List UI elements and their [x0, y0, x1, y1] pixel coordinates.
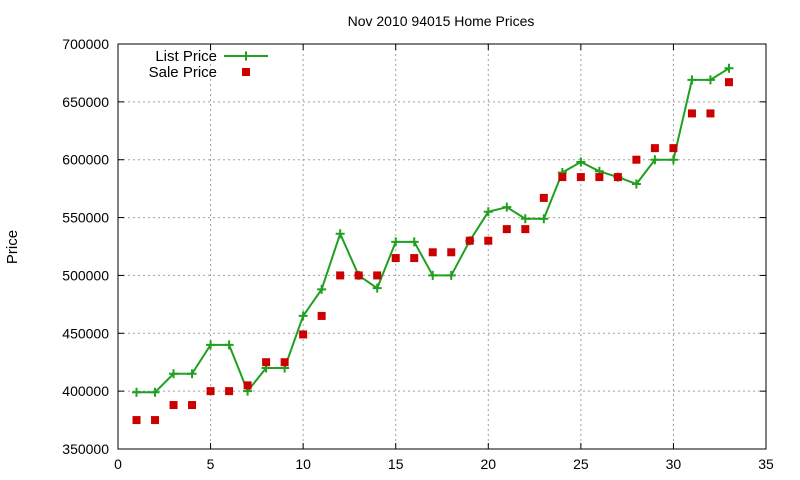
series-sale-price [132, 78, 733, 425]
sale-price-point [484, 236, 493, 245]
sale-price-point [447, 248, 456, 257]
list-price-point [502, 202, 512, 212]
sale-price-point [410, 254, 419, 263]
sale-price-point [465, 236, 474, 245]
y-tick-label: 700000 [62, 36, 109, 52]
sale-price-point [206, 387, 215, 396]
list-price-point [335, 229, 345, 239]
sale-price-point [391, 254, 400, 263]
grid-lines [118, 44, 766, 449]
list-price-point [446, 270, 456, 280]
list-price-point [317, 284, 327, 294]
list-price-point [372, 283, 382, 293]
sale-price-point [317, 311, 326, 320]
list-price-point [650, 155, 660, 165]
sale-price-point [169, 401, 178, 410]
y-axis-title: Price [4, 230, 21, 264]
y-tick-label: 600000 [62, 152, 109, 168]
list-price-point [483, 207, 493, 217]
list-price-point [206, 340, 216, 350]
list-price-point [520, 214, 530, 224]
x-tick-label: 15 [388, 456, 404, 472]
sale-price-point [724, 78, 733, 87]
sale-price-point [595, 173, 604, 182]
sale-price-point [613, 173, 622, 182]
chart-title: Nov 2010 94015 Home Prices [348, 13, 535, 29]
x-tick-label: 0 [114, 456, 122, 472]
legend-label: List Price [155, 48, 217, 65]
y-tick-label: 500000 [62, 267, 109, 283]
sale-price-point [576, 173, 585, 182]
x-tick-label: 30 [666, 456, 682, 472]
list-price-line [136, 67, 730, 394]
legend-swatch-marker [242, 68, 250, 76]
sale-price-point [650, 144, 659, 153]
y-tick-label: 400000 [62, 383, 109, 399]
sale-price-point [243, 381, 252, 390]
list-price-point [409, 237, 419, 247]
sale-price-point [706, 109, 715, 118]
series-layer [132, 63, 734, 425]
sale-price-point [669, 144, 678, 153]
list-price-point [187, 369, 197, 379]
list-price-point [631, 179, 641, 189]
sale-price-point [151, 416, 160, 425]
sale-price-point [428, 248, 437, 257]
sale-price-point [188, 401, 197, 410]
list-price-point [687, 75, 697, 85]
sale-price-point [354, 271, 363, 280]
list-price-point [150, 387, 160, 397]
list-price-point [428, 270, 438, 280]
plot-frame [117, 43, 767, 450]
legend-label: Sale Price [149, 64, 217, 81]
legend-swatch-marker [241, 51, 251, 61]
list-price-point [724, 63, 734, 73]
sale-price-point [373, 271, 382, 280]
list-price-point [576, 157, 586, 167]
y-tick-label: 650000 [62, 94, 109, 110]
x-tick-label: 20 [480, 456, 496, 472]
y-tick-label: 450000 [62, 325, 109, 341]
list-price-point [391, 237, 401, 247]
y-tick-label: 550000 [62, 210, 109, 226]
sale-price-point [336, 271, 345, 280]
list-price-point [224, 340, 234, 350]
sale-price-point [502, 225, 511, 234]
x-tick-label: 10 [295, 456, 311, 472]
sale-price-point [225, 387, 234, 396]
sale-price-point [687, 109, 696, 118]
x-tick-label: 25 [573, 456, 589, 472]
list-price-point [668, 155, 678, 165]
list-price-point [169, 369, 179, 379]
series-list-price [132, 63, 734, 397]
list-price-point [705, 75, 715, 85]
axis-ticks: 0 5 10 15 20 25 30 35 350000 400000 450000 500000 55… [62, 36, 774, 472]
sale-price-point [558, 173, 567, 182]
y-tick-label: 350000 [62, 441, 109, 457]
sale-price-point [632, 155, 641, 164]
sale-price-point [539, 193, 548, 202]
sale-price-point [280, 358, 289, 367]
sale-price-point [132, 416, 141, 425]
sale-price-point [521, 225, 530, 234]
list-price-point [539, 214, 549, 224]
list-price-point [298, 311, 308, 321]
sale-price-point [299, 330, 308, 339]
list-price-point [132, 387, 142, 397]
sale-price-point [262, 358, 271, 367]
x-tick-label: 5 [207, 456, 215, 472]
x-tick-label: 35 [758, 456, 774, 472]
